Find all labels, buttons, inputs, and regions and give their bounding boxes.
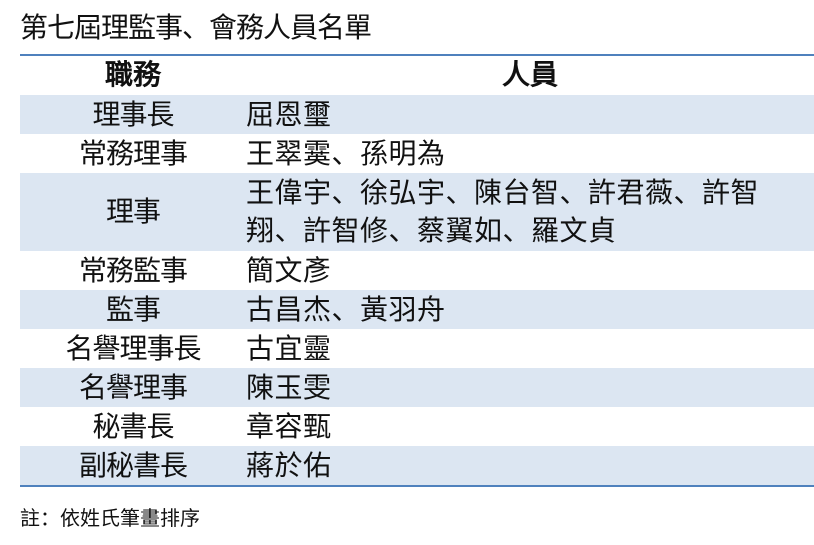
- role-cell: 理事長: [20, 93, 246, 134]
- table-row: 理事 王偉宇、徐弘宇、陳台智、許君薇、許智翔、許智修、蔡翼如、羅文貞: [20, 173, 814, 251]
- people-cell: 王偉宇、徐弘宇、陳台智、許君薇、許智翔、許智修、蔡翼如、羅文貞: [246, 173, 814, 251]
- table-row: 監事 古昌杰、黃羽舟: [20, 290, 814, 329]
- role-cell: 監事: [20, 290, 246, 329]
- role-cell: 秘書長: [92, 409, 174, 443]
- roster-table: 職務 人員 理事長 屈恩璽 常務理事 王翠霙、孫明為 理事 王偉宇、徐弘宇、陳台…: [20, 54, 814, 487]
- page-title: 第七屆理監事、會務人員名單: [20, 11, 372, 44]
- table-row: 名譽理事長 古宜靈: [20, 329, 814, 368]
- people-cell: 屈恩璽: [246, 93, 814, 134]
- people-cell: 蔣於佑: [246, 446, 814, 486]
- table-row: 常務理事 王翠霙、孫明為: [20, 134, 814, 173]
- people-cell: 古宜靈: [246, 331, 332, 365]
- table-row: 名譽理事 陳玉雯: [20, 368, 814, 407]
- role-cell: 理事: [20, 173, 246, 251]
- table-row: 常務監事 簡文彥: [20, 251, 814, 290]
- table-row: 秘書長 章容甄: [20, 407, 814, 446]
- role-cell: 名譽理事長: [65, 331, 201, 365]
- role-cell: 副秘書長: [20, 446, 246, 486]
- people-cell: 章容甄: [246, 409, 332, 443]
- role-cell: 常務監事: [78, 253, 188, 287]
- role-cell: 常務理事: [78, 136, 188, 170]
- people-cell: 王翠霙、孫明為: [246, 136, 446, 170]
- header-role: 職務: [104, 58, 161, 91]
- table-row: 副秘書長 蔣於佑: [20, 446, 814, 486]
- role-cell: 名譽理事: [20, 368, 246, 407]
- people-cell: 簡文彥: [246, 253, 332, 287]
- footnote: 註：依姓氏筆畫排序: [20, 506, 200, 530]
- people-cell: 古昌杰、黃羽舟: [246, 290, 814, 329]
- table-header-row: 職務 人員: [20, 55, 814, 94]
- table-row: 理事長 屈恩璽: [20, 93, 814, 134]
- people-cell: 陳玉雯: [246, 368, 814, 407]
- header-people: 人員: [501, 58, 558, 91]
